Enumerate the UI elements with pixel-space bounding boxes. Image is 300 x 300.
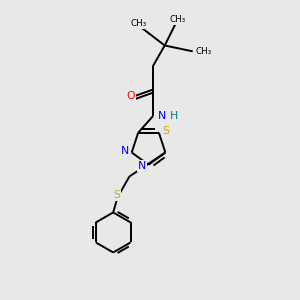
Text: CH₃: CH₃ (170, 15, 186, 24)
Text: N: N (138, 161, 146, 171)
Text: N: N (121, 146, 129, 156)
Text: S: S (113, 190, 121, 200)
Text: N: N (158, 111, 166, 121)
Text: O: O (127, 91, 135, 100)
Text: CH₃: CH₃ (196, 47, 212, 56)
Text: CH₃: CH₃ (130, 20, 146, 28)
Text: S: S (162, 126, 169, 136)
Text: H: H (170, 111, 178, 121)
